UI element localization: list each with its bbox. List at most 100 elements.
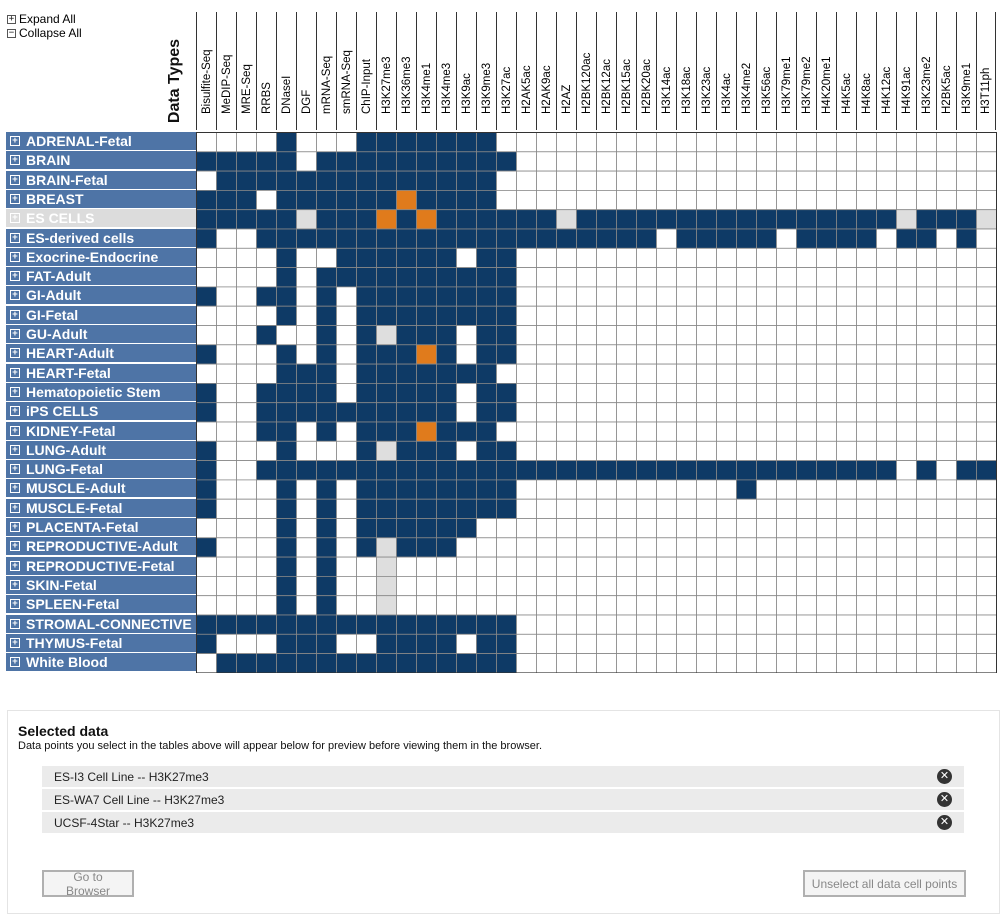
- data-cell[interactable]: [356, 614, 377, 635]
- expand-row-icon[interactable]: +: [10, 560, 20, 571]
- data-cell[interactable]: [276, 382, 297, 404]
- data-cell[interactable]: [316, 460, 337, 481]
- expand-row-icon[interactable]: +: [10, 271, 20, 282]
- data-cell[interactable]: [376, 325, 397, 346]
- data-cell[interactable]: [316, 382, 337, 404]
- data-cell[interactable]: [756, 209, 777, 230]
- data-cell[interactable]: [396, 402, 417, 423]
- data-cell[interactable]: [316, 633, 337, 654]
- row-label[interactable]: + BREAST: [6, 189, 196, 208]
- data-cell[interactable]: [436, 325, 457, 346]
- data-cell[interactable]: [196, 537, 217, 558]
- data-cell[interactable]: [316, 595, 337, 616]
- data-cell[interactable]: [256, 170, 277, 191]
- data-cell[interactable]: [676, 228, 697, 249]
- data-cell[interactable]: [276, 305, 297, 326]
- data-cell[interactable]: [476, 305, 497, 326]
- row-label[interactable]: + THYMUS-Fetal: [6, 633, 196, 652]
- data-cell[interactable]: [696, 228, 717, 249]
- data-cell[interactable]: [316, 537, 337, 558]
- data-cell[interactable]: [356, 344, 377, 365]
- data-cell[interactable]: [336, 190, 357, 211]
- data-cell[interactable]: [396, 151, 417, 172]
- data-cell[interactable]: [356, 382, 377, 404]
- row-label[interactable]: + White Blood: [6, 653, 196, 672]
- row-label[interactable]: + MUSCLE-Fetal: [6, 498, 196, 517]
- data-cell[interactable]: [216, 209, 237, 230]
- data-cell[interactable]: [436, 614, 457, 635]
- expand-row-icon[interactable]: +: [10, 637, 20, 648]
- data-cell[interactable]: [756, 228, 777, 249]
- data-cell[interactable]: [416, 440, 437, 461]
- data-cell[interactable]: [276, 653, 297, 674]
- data-cell[interactable]: [456, 151, 477, 172]
- data-cell[interactable]: [276, 247, 297, 269]
- data-cell[interactable]: [396, 440, 417, 461]
- data-cell[interactable]: [476, 498, 497, 519]
- data-cell[interactable]: [316, 421, 337, 442]
- data-cell[interactable]: [276, 209, 297, 230]
- data-cell[interactable]: [816, 228, 837, 249]
- data-cell[interactable]: [416, 228, 437, 249]
- data-cell[interactable]: [736, 479, 757, 500]
- data-cell[interactable]: [436, 421, 457, 442]
- data-cell[interactable]: [436, 363, 457, 384]
- data-cell[interactable]: [316, 267, 337, 288]
- data-cell[interactable]: [316, 556, 337, 577]
- data-cell[interactable]: [376, 402, 397, 423]
- row-label[interactable]: + GI-Fetal: [6, 305, 196, 324]
- data-cell[interactable]: [196, 498, 217, 519]
- data-cell[interactable]: [236, 653, 257, 674]
- data-cell[interactable]: [336, 267, 357, 288]
- data-cell[interactable]: [376, 440, 397, 461]
- data-cell[interactable]: [356, 286, 377, 307]
- data-cell[interactable]: [476, 132, 497, 153]
- data-cell[interactable]: [356, 402, 377, 423]
- data-cell[interactable]: [596, 209, 617, 230]
- data-cell[interactable]: [356, 267, 377, 288]
- data-cell[interactable]: [496, 228, 517, 249]
- data-cell[interactable]: [456, 209, 477, 230]
- data-cell[interactable]: [796, 228, 817, 249]
- data-cell[interactable]: [916, 460, 937, 481]
- data-cell[interactable]: [236, 190, 257, 211]
- data-cell[interactable]: [416, 402, 437, 423]
- data-cell[interactable]: [416, 421, 437, 442]
- data-cell[interactable]: [456, 518, 477, 539]
- data-cell[interactable]: [316, 575, 337, 597]
- data-cell[interactable]: [436, 286, 457, 307]
- expand-row-icon[interactable]: +: [10, 136, 20, 146]
- data-cell[interactable]: [936, 209, 957, 230]
- data-cell[interactable]: [376, 479, 397, 500]
- data-cell[interactable]: [276, 498, 297, 519]
- expand-row-icon[interactable]: +: [10, 483, 20, 494]
- data-cell[interactable]: [396, 498, 417, 519]
- data-cell[interactable]: [436, 518, 457, 539]
- data-cell[interactable]: [216, 151, 237, 172]
- data-cell[interactable]: [456, 170, 477, 191]
- data-cell[interactable]: [576, 209, 597, 230]
- data-cell[interactable]: [396, 382, 417, 404]
- data-cell[interactable]: [476, 344, 497, 365]
- row-label[interactable]: + GU-Adult: [6, 325, 196, 343]
- data-cell[interactable]: [456, 305, 477, 326]
- data-cell[interactable]: [256, 421, 277, 442]
- data-cell[interactable]: [276, 633, 297, 654]
- data-cell[interactable]: [376, 575, 397, 597]
- expand-row-icon[interactable]: +: [10, 599, 20, 610]
- row-label[interactable]: + PLACENTA-Fetal: [6, 518, 196, 536]
- data-cell[interactable]: [356, 190, 377, 211]
- data-cell[interactable]: [856, 209, 877, 230]
- data-cell[interactable]: [376, 151, 397, 172]
- data-cell[interactable]: [456, 498, 477, 519]
- data-cell[interactable]: [636, 209, 657, 230]
- data-cell[interactable]: [776, 209, 797, 230]
- data-cell[interactable]: [356, 170, 377, 191]
- data-cell[interactable]: [696, 209, 717, 230]
- data-cell[interactable]: [376, 653, 397, 674]
- row-label[interactable]: + ADRENAL-Fetal: [6, 132, 196, 150]
- data-cell[interactable]: [396, 132, 417, 153]
- data-cell[interactable]: [396, 479, 417, 500]
- data-cell[interactable]: [476, 228, 497, 249]
- data-cell[interactable]: [916, 228, 937, 249]
